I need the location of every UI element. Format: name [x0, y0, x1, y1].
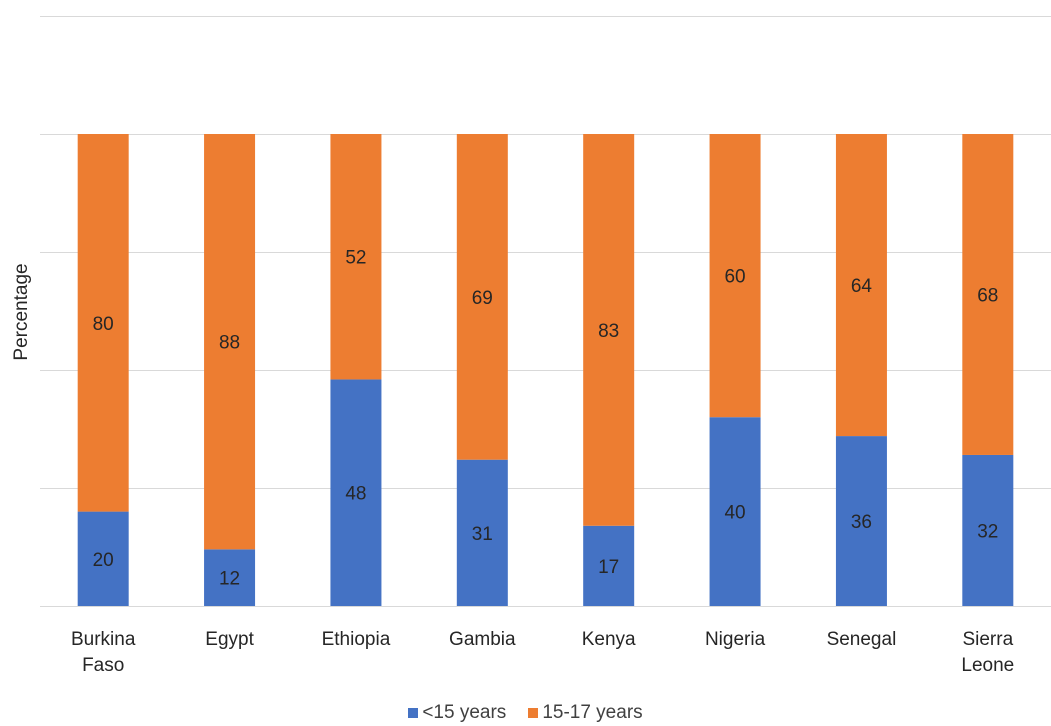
legend-item-under-15: <15 years	[408, 702, 506, 724]
data-label: 32	[977, 521, 998, 542]
x-tick-label: Leone	[961, 655, 1014, 676]
data-label: 20	[93, 550, 114, 571]
legend-swatch-15-17	[528, 707, 539, 718]
x-tick-labels: Burkina Faso Egypt Ethiopia Gambia Kenya Niger…	[71, 629, 1014, 676]
bar-15-17	[456, 134, 508, 460]
bar-under-15	[204, 549, 256, 606]
y-axis-title: Percentage	[11, 263, 32, 361]
data-label: 48	[345, 484, 366, 505]
data-label: 69	[472, 288, 493, 309]
bar-15-17	[583, 134, 635, 526]
bar-15-17	[962, 134, 1014, 455]
bar-15-17	[709, 134, 761, 418]
x-tick-label: Ethiopia	[322, 629, 391, 650]
x-tick-label: Egypt	[205, 629, 254, 650]
x-tick-label: Faso	[82, 655, 124, 676]
bar-under-15	[709, 417, 761, 606]
data-label: 12	[219, 569, 240, 590]
data-label: 52	[345, 248, 366, 269]
bar-15-17	[330, 134, 382, 380]
bar-under-15	[962, 454, 1014, 606]
x-tick-label: Gambia	[449, 629, 516, 650]
data-label: 64	[851, 276, 873, 297]
data-label: 60	[724, 267, 745, 288]
bar-under-15	[583, 525, 635, 606]
x-tick-label: Kenya	[582, 629, 636, 650]
bar-under-15	[835, 436, 887, 606]
legend-label-under-15: <15 years	[422, 701, 507, 723]
chart-area: 20 80 12 88 48 52 31 69 17 83 40 60 36 64 32 68 Burkina…	[40, 16, 1051, 676]
data-label: 88	[219, 333, 240, 354]
bar-under-15	[330, 379, 382, 606]
bar-under-15	[77, 511, 129, 606]
x-tick-label: Senegal	[827, 629, 897, 650]
gridlines	[40, 16, 1051, 607]
bar-15-17	[204, 134, 256, 550]
bar-under-15	[456, 459, 508, 606]
bar-15-17	[835, 134, 887, 437]
legend: <15 years 15-17 years	[0, 699, 1051, 726]
legend-swatch-under-15	[408, 707, 419, 718]
data-label: 40	[724, 503, 745, 524]
data-label: 31	[472, 524, 493, 545]
data-label: 80	[93, 314, 114, 335]
data-label: 36	[851, 512, 872, 533]
legend-label-15-17: 15-17 years	[542, 701, 643, 723]
x-tick-label: Burkina	[71, 629, 136, 650]
x-tick-label: Nigeria	[705, 629, 766, 650]
data-label: 17	[598, 557, 619, 578]
data-labels: 20 80 12 88 48 52 31 69 17 83 40 60 36 64 32 68	[93, 248, 999, 590]
bars	[77, 134, 1014, 606]
data-label: 68	[977, 285, 998, 306]
x-tick-label: Sierra	[962, 629, 1013, 650]
legend-item-15-17: 15-17 years	[528, 701, 643, 724]
bar-15-17	[77, 134, 129, 512]
data-label: 83	[598, 321, 619, 342]
